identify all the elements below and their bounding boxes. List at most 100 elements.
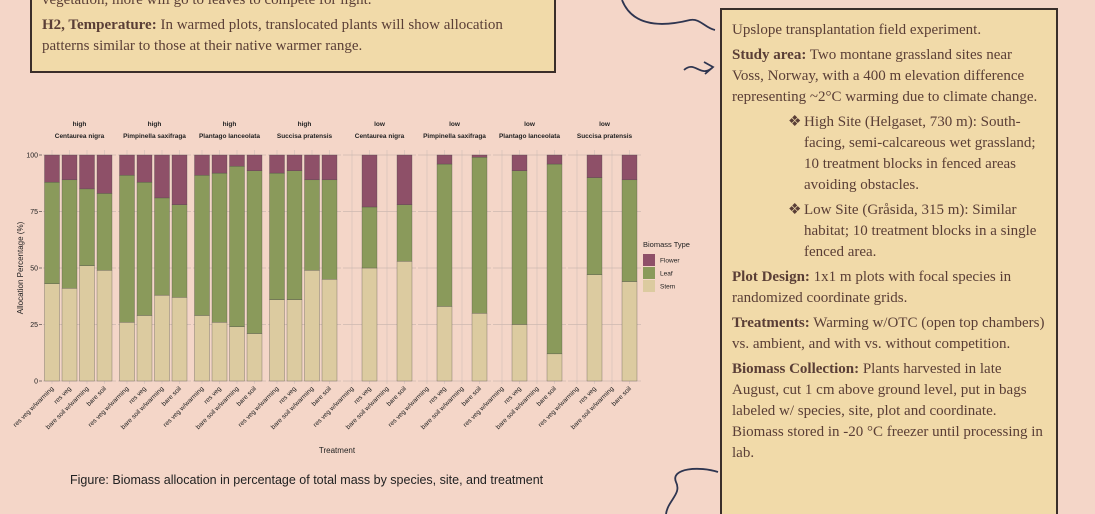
bar-segment	[471, 313, 488, 382]
bar-segment	[136, 181, 153, 316]
bar-segment	[586, 274, 603, 382]
bar-segment	[96, 193, 113, 271]
bar-segment	[546, 163, 563, 355]
bar-segment	[119, 154, 135, 176]
hypothesis-box: vegetation, more will go to leaves to co…	[30, 0, 556, 73]
bullet: ❖	[788, 114, 802, 130]
legend-title: Biomass Type	[643, 240, 690, 249]
y-tick-label: 100	[26, 153, 38, 160]
bar-segment	[361, 206, 378, 269]
bar-segment	[119, 322, 135, 382]
bar-segment	[436, 306, 453, 382]
x-tick-label: bare soil	[461, 385, 484, 408]
bar-segment	[286, 154, 303, 171]
bar-segment	[61, 154, 78, 181]
strip-site: low	[374, 121, 386, 128]
strip-species: Plantago lanceolata	[199, 133, 260, 140]
bar-segment	[61, 179, 78, 289]
bar-segment	[154, 154, 170, 199]
bar-segment	[119, 175, 135, 323]
decor-arrow	[683, 61, 715, 75]
text: vegetation, more will go to leaves to co…	[42, 0, 372, 8]
bar-segment	[511, 170, 528, 325]
bar-segment	[246, 333, 263, 382]
bar-segment	[269, 299, 285, 382]
bar-segment	[586, 154, 603, 178]
text: Low Site (Gråsida, 315 m): Similar habit…	[804, 202, 1037, 260]
methods-box: Upslope transplantation field experiment…	[720, 8, 1058, 514]
x-tick-label: bare soil	[161, 385, 184, 408]
bar-segment	[194, 175, 210, 316]
bar-segment	[321, 179, 338, 280]
bullet: ❖	[788, 202, 802, 218]
text: High Site (Helgaset, 730 m): South-facin…	[804, 114, 1036, 193]
bar-segment	[546, 154, 563, 165]
bar-segment	[246, 170, 263, 334]
legend-label: Flower	[660, 258, 680, 265]
y-tick-label: 50	[30, 266, 38, 273]
text: Two montane grassland sites near Voss, N…	[732, 47, 1038, 105]
bar-segment	[136, 315, 153, 382]
legend-label: Stem	[660, 284, 675, 291]
strip-species: Succisa pratensis	[277, 133, 333, 140]
bar-segment	[154, 197, 170, 296]
bar-segment	[154, 294, 170, 382]
y-tick-label: 75	[30, 209, 38, 216]
bar-segment	[229, 154, 245, 167]
bar-segment	[304, 179, 320, 271]
bar-segment	[586, 177, 603, 275]
bar-segment	[361, 154, 378, 208]
bar-segment	[471, 157, 488, 314]
bar-segment	[211, 172, 228, 323]
x-tick-label: bare soil	[536, 385, 559, 408]
legend-key	[643, 267, 655, 279]
strip-species: Pimpinella saxifraga	[123, 133, 186, 140]
bar-segment	[171, 154, 188, 205]
bar-segment	[396, 261, 413, 382]
bar-segment	[171, 204, 188, 298]
label: Study area:	[732, 47, 807, 63]
bar-segment	[61, 288, 78, 382]
bar-segment	[396, 204, 413, 262]
bar-segment	[546, 353, 563, 382]
legend-key	[643, 280, 655, 292]
bar-segment	[171, 297, 188, 382]
bar-segment	[511, 324, 528, 382]
text: Plants harvested in late August, cut 1 c…	[732, 361, 1043, 461]
y-tick-label: 25	[30, 322, 38, 329]
text: In warmed plots, translocated plants wil…	[42, 17, 503, 54]
bar-segment	[79, 154, 95, 190]
label: Treatments:	[732, 315, 810, 331]
strip-site: high	[73, 121, 87, 128]
bar-segment	[211, 154, 228, 174]
x-tick-label: bare soil	[86, 385, 109, 408]
bar-segment	[194, 315, 210, 382]
strip-site: low	[449, 121, 461, 128]
x-tick-label: bare soil	[386, 385, 409, 408]
label: H2, Temperature:	[42, 17, 157, 33]
text: Warming w/OTC (open top chambers) vs. am…	[732, 315, 1045, 352]
label: Plot Design:	[732, 269, 810, 285]
bar-segment	[269, 172, 285, 300]
text: Upslope transplantation field experiment…	[732, 22, 982, 38]
bar-segment	[79, 188, 95, 266]
text: 1x1 m plots with focal species in random…	[732, 269, 1012, 306]
bar-segment	[321, 279, 338, 382]
bar-segment	[304, 154, 320, 181]
strip-site: low	[599, 121, 611, 128]
bar-segment	[621, 154, 638, 181]
bar-segment	[269, 154, 285, 174]
bar-segment	[361, 267, 378, 382]
strip-species: Centaurea nigra	[355, 133, 405, 140]
bar-segment	[246, 154, 263, 171]
y-axis-title: Allocation Percentage (%)	[16, 221, 25, 314]
legend-label: Leaf	[660, 271, 673, 278]
bar-segment	[96, 154, 113, 194]
bar-segment	[286, 299, 303, 382]
label: Biomass Collection:	[732, 361, 860, 377]
figure-caption: Figure: Biomass allocation in percentage…	[70, 473, 544, 487]
strip-site: low	[524, 121, 536, 128]
x-tick-label: bare soil	[611, 385, 634, 408]
